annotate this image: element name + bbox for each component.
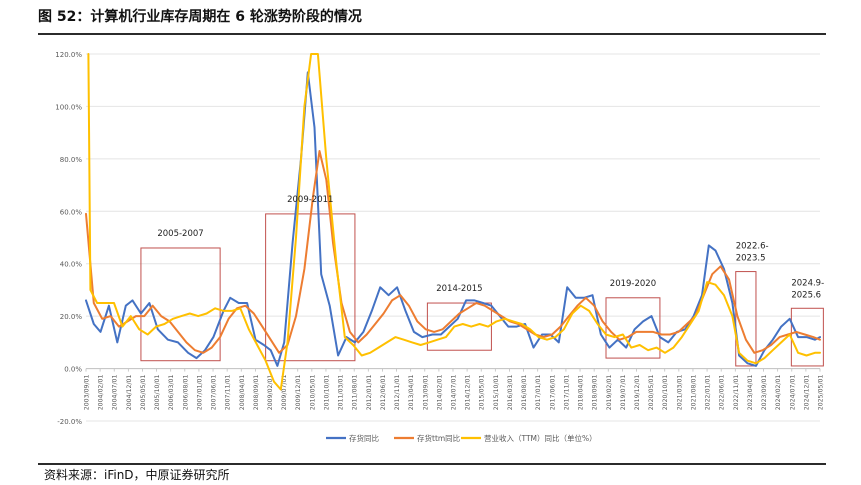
x-tick-label: 2022/11/01 xyxy=(733,375,740,411)
period-label: 2025.6 xyxy=(791,290,821,300)
x-tick-label: 2009/02/01 xyxy=(267,375,274,411)
x-tick-label: 2006/03/01 xyxy=(168,375,175,411)
x-tick-label: 2025/05/01 xyxy=(818,375,825,411)
x-tick-label: 2022/06/01 xyxy=(719,375,726,411)
x-tick-label: 2021/08/01 xyxy=(690,375,697,411)
x-tick-label: 2019/12/01 xyxy=(634,375,641,411)
x-tick-label: 2021/03/01 xyxy=(676,375,683,411)
period-label: 2009-2011 xyxy=(287,195,333,205)
period-label: 2022.6- xyxy=(736,242,769,252)
x-tick-label: 2011/03/01 xyxy=(338,375,345,411)
x-tick-label: 2007/06/01 xyxy=(211,375,218,411)
x-tick-label: 2008/09/01 xyxy=(253,375,260,411)
y-tick-label: 100.0% xyxy=(55,103,82,111)
period-label: 2019-2020 xyxy=(610,279,656,289)
x-tick-label: 2003/09/01 xyxy=(84,375,91,411)
x-tick-label: 2005/10/01 xyxy=(154,375,161,411)
x-tick-label: 2007/11/01 xyxy=(225,375,232,411)
x-tick-label: 2017/06/01 xyxy=(549,375,556,411)
period-box xyxy=(140,247,221,362)
y-tick-label: 40.0% xyxy=(60,261,83,269)
grid-lines xyxy=(86,53,820,422)
period-box xyxy=(735,271,757,367)
x-tick-label: 2004/12/01 xyxy=(126,375,133,411)
x-tick-label: 2012/11/01 xyxy=(394,375,401,411)
legend-label: 存货同比 xyxy=(349,433,379,443)
y-tick-label: 0.0% xyxy=(64,366,82,374)
legend-label: 存货ttm同比 xyxy=(417,433,461,443)
x-tick-label: 2018/09/01 xyxy=(592,375,599,411)
x-tick-label: 2022/01/01 xyxy=(705,375,712,411)
y-tick-label: 20.0% xyxy=(60,313,83,321)
series-lines xyxy=(85,53,821,391)
line-chart: 120.0% 100.0% 80.0% 60.0% 40.0% 20.0% 0.0% -20.… xyxy=(55,51,825,443)
y-tick-label: 80.0% xyxy=(60,156,83,164)
x-tick-label: 2011/08/01 xyxy=(352,375,359,411)
y-tick-label: 120.0% xyxy=(55,51,82,59)
x-tick-label: 2015/05/01 xyxy=(479,375,486,411)
x-tick-label: 2005/05/01 xyxy=(140,375,147,411)
figure-title: 图 52：计算机行业库存周期在 6 轮涨势阶段的情况 xyxy=(38,9,362,25)
y-axis-tick-labels: 120.0% 100.0% 80.0% 60.0% 40.0% 20.0% 0.0% -20.… xyxy=(55,51,82,426)
x-tick-label: 2019/02/01 xyxy=(606,375,613,411)
period-label: 2005-2007 xyxy=(157,229,203,239)
x-tick-label: 2023/09/01 xyxy=(761,375,768,411)
x-tick-label: 2017/11/01 xyxy=(563,375,570,411)
series-line xyxy=(85,150,821,354)
x-tick-label: 2014/12/01 xyxy=(465,375,472,411)
x-tick-label: 2004/02/01 xyxy=(98,375,105,411)
x-tick-label: 2018/04/01 xyxy=(578,375,585,411)
x-tick-label: 2013/09/01 xyxy=(422,375,429,411)
x-tick-label: 2012/06/01 xyxy=(380,375,387,411)
x-tick-label: 2015/10/01 xyxy=(493,375,500,411)
x-tick-label: 2009/07/01 xyxy=(281,375,288,411)
period-label: 2023.5 xyxy=(736,254,766,264)
period-label: 2014-2015 xyxy=(436,284,482,294)
x-tick-label: 2016/03/01 xyxy=(507,375,514,411)
x-tick-label: 2017/01/01 xyxy=(535,375,542,411)
x-tick-label: 2007/01/01 xyxy=(196,375,203,411)
x-tick-label: 2012/01/01 xyxy=(366,375,373,411)
period-box xyxy=(605,297,661,359)
x-tick-label: 2014/07/01 xyxy=(451,375,458,411)
x-tick-label: 2023/04/01 xyxy=(747,375,754,411)
title-rule xyxy=(38,33,826,35)
y-tick-label: -20.0% xyxy=(57,418,82,426)
annotation-labels: 2005-2007 2009-2011 2014-2015 2019-2020 2022… xyxy=(157,195,824,300)
x-tick-label: 2016/08/01 xyxy=(521,375,528,411)
source-rule xyxy=(38,463,826,465)
period-label: 2024.9- xyxy=(791,278,824,288)
period-box xyxy=(426,302,492,351)
x-tick-label: 2019/07/01 xyxy=(620,375,627,411)
chart-legend: 存货同比 存货ttm同比 营业收入（TTM）同比（单位%） xyxy=(326,433,597,443)
x-tick-label: 2010/10/01 xyxy=(323,375,330,411)
x-tick-label: 2020/10/01 xyxy=(662,375,669,411)
x-tick-label: 2024/07/01 xyxy=(789,375,796,411)
x-tick-label: 2008/04/01 xyxy=(239,375,246,411)
period-box xyxy=(265,213,356,362)
x-tick-label: 2006/08/01 xyxy=(182,375,189,411)
x-tick-label: 2010/05/01 xyxy=(309,375,316,411)
legend-label: 营业收入（TTM）同比（单位%） xyxy=(484,433,597,443)
x-tick-label: 2024/12/01 xyxy=(803,375,810,411)
x-axis-tick-labels: 2003/09/01 2004/02/01 2004/07/01 2004/12/01… xyxy=(84,368,825,411)
source-note: 资料来源：iFinD，中原证券研究所 xyxy=(44,468,230,482)
series-line xyxy=(85,71,821,367)
x-tick-label: 2004/07/01 xyxy=(112,375,119,411)
y-tick-label: 60.0% xyxy=(60,208,83,216)
chart-area: 120.0% 100.0% 80.0% 60.0% 40.0% 20.0% 0.0% -20.… xyxy=(38,40,826,458)
x-tick-label: 2009/12/01 xyxy=(295,375,302,411)
series-line xyxy=(87,53,821,391)
x-tick-label: 2020/05/01 xyxy=(648,375,655,411)
x-tick-label: 2013/04/01 xyxy=(408,375,415,411)
x-tick-label: 2024/02/01 xyxy=(775,375,782,411)
x-tick-label: 2014/02/01 xyxy=(436,375,443,411)
